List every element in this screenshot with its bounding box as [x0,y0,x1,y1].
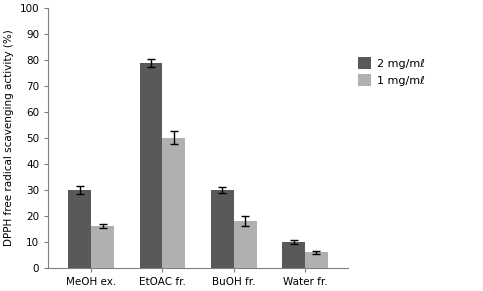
Bar [162,138,185,268]
Bar [68,190,91,268]
Bar [91,226,114,268]
Bar [234,221,256,268]
Bar [140,63,162,268]
Legend: 2 mg/mℓ, 1 mg/mℓ: 2 mg/mℓ, 1 mg/mℓ [354,53,429,90]
Bar [211,190,234,268]
Bar [305,252,328,268]
Y-axis label: DPPH free radical scavenging activity (%): DPPH free radical scavenging activity (%… [4,30,14,246]
Bar [282,242,305,268]
